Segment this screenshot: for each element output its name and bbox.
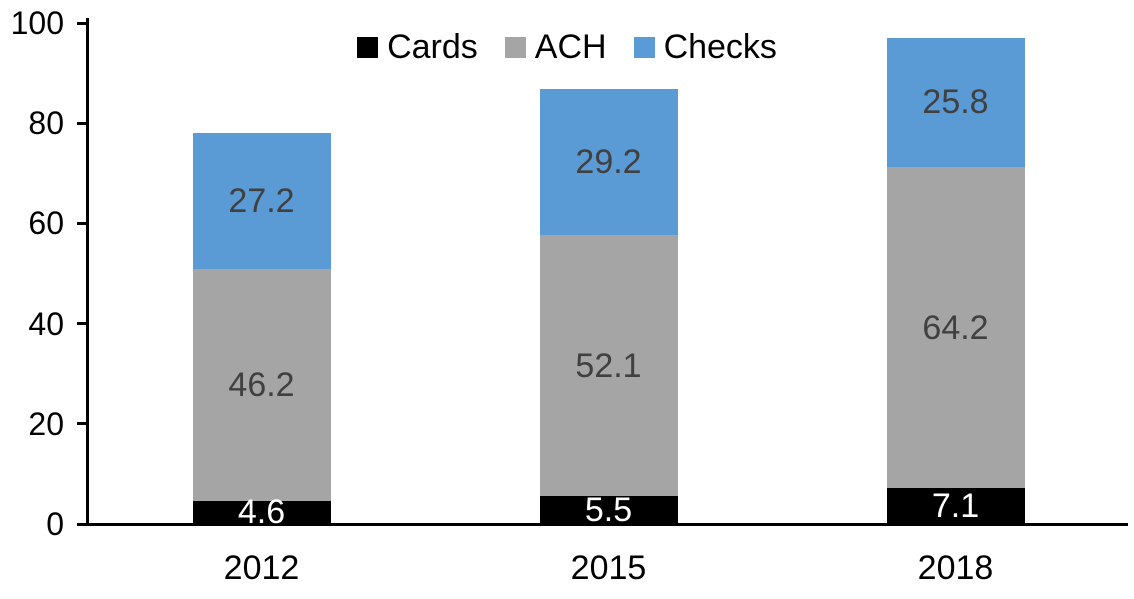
bar-segment-checks-2015 [539,89,678,236]
legend-item-ach: ACH [504,27,607,67]
bar-value-label-cards-2015: 5.5 [584,491,633,530]
legend-marker-checks-icon [633,36,655,58]
y-axis-tick [77,121,88,125]
y-axis-tick [77,21,88,25]
y-axis-tick-label: 0 [46,506,64,542]
bar-value-label-ach-2012: 46.2 [228,366,295,405]
legend-marker-ach-icon [504,36,526,58]
y-axis-tick [77,322,88,326]
bar-value-label-ach-2015: 52.1 [575,346,642,385]
bar-value-label-cards-2012: 4.6 [237,493,286,532]
y-axis-tick-label: 60 [28,205,64,242]
bar-segment-checks-2012 [192,133,331,270]
legend-label-checks: Checks [663,28,777,66]
bar-segment-cards-2012 [192,500,331,524]
legend: Cards ACH Checks [0,27,1134,67]
bar-segment-checks-2018 [886,37,1025,167]
y-axis-tick [77,522,88,526]
legend-item-checks: Checks [633,27,777,67]
y-axis-tick [77,221,88,225]
x-axis-category-label-2012: 2012 [223,549,300,587]
x-axis-category-label-2018: 2018 [917,549,994,587]
legend-label-ach: ACH [534,28,607,66]
bar-segment-ach-2018 [886,166,1025,489]
bar-segment-ach-2012 [192,269,331,501]
y-axis-tick-label: 20 [28,405,64,442]
y-axis-tick-label: 100 [10,5,64,41]
bar-segment-ach-2015 [539,235,678,497]
bar-segment-cards-2018 [886,488,1025,524]
y-axis-line [86,18,89,526]
legend-item-cards: Cards [357,27,478,67]
bar-value-label-checks-2012: 27.2 [228,182,295,221]
y-axis-tick [77,422,88,426]
x-axis-category-label-2015: 2015 [570,549,647,587]
bar-value-label-checks-2018: 25.8 [922,83,989,122]
y-axis-tick-label: 80 [28,105,64,142]
legend-marker-cards-icon [357,36,379,58]
bar-value-label-checks-2015: 29.2 [575,143,642,182]
bar-segment-cards-2015 [539,496,678,524]
y-axis-tick-label: 40 [28,305,64,342]
legend-label-cards: Cards [387,28,478,66]
bar-value-label-cards-2018: 7.1 [931,487,980,526]
bar-value-label-ach-2018: 64.2 [922,308,989,347]
x-axis-line [77,523,1128,526]
